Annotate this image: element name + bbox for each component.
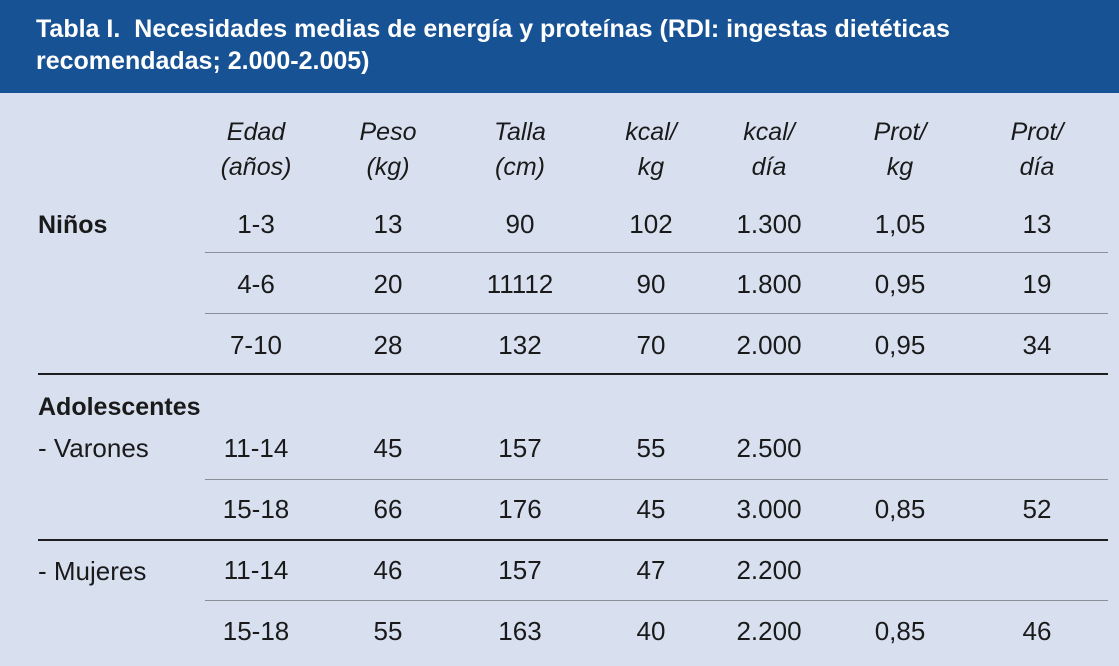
cell-talla: 163 — [498, 616, 542, 646]
cell-kcal-kg: 47 — [636, 555, 666, 585]
cell-talla: 157 — [498, 555, 542, 585]
cell-peso: 46 — [373, 555, 403, 585]
col-header-edad: Edad (años) — [220, 118, 292, 181]
cell-kcal-kg: 45 — [636, 494, 666, 524]
cell-peso: 55 — [373, 616, 403, 646]
cell-prot-dia: 13 — [1022, 209, 1052, 239]
cell-edad: 7-10 — [229, 330, 283, 360]
row-divider — [205, 252, 1108, 253]
cell-kcal-dia: 1.800 — [736, 269, 802, 299]
cell-talla: 157 — [498, 433, 542, 463]
subgroup-label-varones: - Varones — [38, 433, 149, 463]
title-text-1: Necesidades medias de energía y proteína… — [134, 15, 950, 43]
cell-edad: 11-14 — [223, 555, 289, 585]
cell-prot-dia: 52 — [1022, 494, 1052, 524]
table-title: Tabla I. Necesidades medias de energía y … — [0, 0, 1119, 93]
cell-kcal-kg: 70 — [636, 330, 666, 360]
cell-prot-kg: 0,95 — [874, 269, 926, 299]
cell-edad: 15-18 — [222, 494, 290, 524]
cell-talla: 132 — [498, 330, 542, 360]
col-header-peso: Peso (kg) — [359, 118, 417, 181]
cell-kcal-kg: 55 — [636, 433, 666, 463]
row-divider — [205, 600, 1108, 601]
cell-edad: 1-3 — [237, 209, 275, 239]
cell-peso: 20 — [373, 269, 403, 299]
cell-talla: 90 — [505, 209, 535, 239]
cell-kcal-dia: 2.200 — [736, 555, 802, 585]
col-header-talla: Talla (cm) — [494, 118, 546, 181]
group-divider — [38, 373, 1108, 375]
nutrition-table: Edad (años) Peso (kg) Talla (cm) kcal/kg kc… — [0, 93, 1119, 666]
cell-edad: 11-14 — [223, 433, 289, 463]
cell-peso: 13 — [373, 209, 403, 239]
cell-peso: 45 — [373, 433, 403, 463]
cell-prot-dia: 19 — [1022, 269, 1052, 299]
cell-edad: 4-6 — [237, 269, 275, 299]
cell-kcal-dia: 2.200 — [736, 616, 802, 646]
cell-prot-kg: 0,85 — [874, 616, 926, 646]
row-divider — [205, 313, 1108, 314]
col-header-prot-kg: Prot/kg — [873, 118, 927, 181]
cell-kcal-dia: 2.500 — [736, 433, 802, 463]
subgroup-label-mujeres: - Mujeres — [38, 556, 147, 586]
table-number: Tabla I. — [36, 15, 121, 43]
cell-prot-kg: 0,85 — [874, 494, 926, 524]
col-header-kcal-dia: kcal/día — [743, 118, 795, 181]
cell-prot-kg: 0,95 — [874, 330, 926, 360]
group-divider — [38, 539, 1108, 541]
col-header-kcal-kg: kcal/kg — [625, 118, 677, 181]
col-header-prot-dia: Prot/día — [1010, 118, 1064, 181]
title-line-2: recomendadas; 2.000-2.005) — [36, 47, 370, 75]
group-label-adolescentes: Adolescentes — [38, 393, 201, 421]
cell-peso: 66 — [373, 494, 403, 524]
cell-kcal-kg: 40 — [636, 616, 666, 646]
title-line-1: Tabla I. Necesidades medias de energía y … — [36, 13, 1119, 45]
cell-kcal-kg: 102 — [629, 209, 673, 239]
group-label-ninos: Niños — [38, 211, 108, 239]
cell-talla: 11112 — [486, 269, 554, 299]
cell-prot-dia: 46 — [1022, 616, 1052, 646]
cell-prot-kg: 1,05 — [874, 209, 926, 239]
cell-prot-dia: 34 — [1022, 330, 1052, 360]
row-divider — [205, 479, 1108, 480]
cell-peso: 28 — [373, 330, 403, 360]
cell-edad: 15-18 — [222, 616, 290, 646]
cell-kcal-dia: 1.300 — [736, 209, 802, 239]
cell-kcal-dia: 2.000 — [736, 330, 802, 360]
cell-kcal-dia: 3.000 — [736, 494, 802, 524]
cell-talla: 176 — [498, 494, 542, 524]
cell-kcal-kg: 90 — [636, 269, 666, 299]
